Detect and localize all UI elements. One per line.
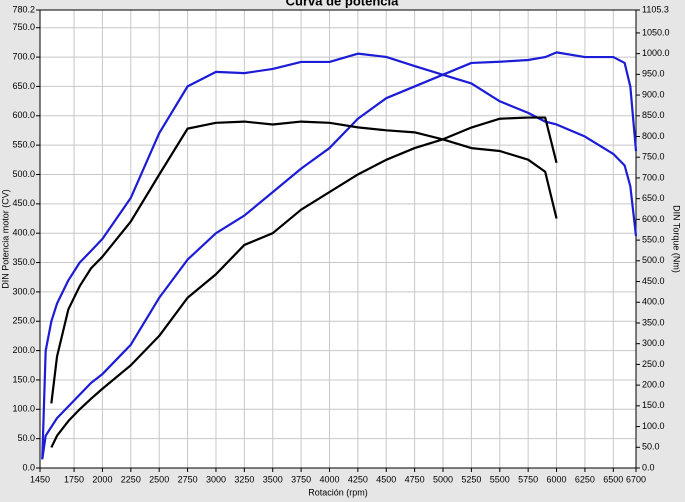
- y-tick-label: 300.0: [12, 286, 35, 296]
- y-tick-label: 100.0: [12, 404, 35, 414]
- y-tick-label: 650.0: [12, 81, 35, 91]
- y2-tick-label: 450.0: [642, 276, 665, 286]
- y2-tick-label: 400.0: [642, 297, 665, 307]
- y2-tick-label: 550.0: [642, 234, 665, 244]
- y-tick-label: 200.0: [12, 345, 35, 355]
- series-line: [41, 51, 638, 460]
- x-tick-label: 1450: [30, 474, 50, 484]
- x-tick-label: 2250: [121, 474, 141, 484]
- y2-tick-label: 250.0: [642, 359, 665, 369]
- y2-axis-label: DIN Torque (Nm): [672, 205, 682, 273]
- y2-tick-label: 800.0: [642, 131, 665, 141]
- series-line: [50, 120, 558, 404]
- series-line: [50, 116, 558, 448]
- x-tick-label: 4750: [405, 474, 425, 484]
- y-tick-label: 780.2: [12, 4, 35, 14]
- x-tick-label: 3000: [206, 474, 226, 484]
- y2-tick-label: 700.0: [642, 172, 665, 182]
- y2-tick-label: 850.0: [642, 110, 665, 120]
- x-tick-label: 2750: [178, 474, 198, 484]
- x-tick-label: 6500: [603, 474, 623, 484]
- y2-tick-label: 1000.0: [642, 48, 670, 58]
- y-tick-label: 50.0: [17, 433, 35, 443]
- y2-tick-label: 1050.0: [642, 27, 670, 37]
- x-tick-label: 5750: [518, 474, 538, 484]
- y-tick-label: 0.0: [22, 462, 35, 472]
- y2-tick-label: 350.0: [642, 317, 665, 327]
- y2-tick-label: 100.0: [642, 421, 665, 431]
- y-tick-label: 250.0: [12, 316, 35, 326]
- x-tick-label: 4250: [348, 474, 368, 484]
- y-tick-label: 450.0: [12, 198, 35, 208]
- y2-tick-label: 500.0: [642, 255, 665, 265]
- x-tick-label: 3500: [263, 474, 283, 484]
- y-axis-label: DIN Potencia motor (CV): [0, 189, 10, 289]
- x-tick-label: 3250: [234, 474, 254, 484]
- plot-area: [39, 9, 637, 469]
- y-tick-label: 350.0: [12, 257, 35, 267]
- x-tick-label: 1750: [64, 474, 84, 484]
- x-tick-label: 5500: [490, 474, 510, 484]
- y2-tick-label: 600.0: [642, 214, 665, 224]
- y-tick-label: 150.0: [12, 374, 35, 384]
- y-tick-label: 700.0: [12, 51, 35, 61]
- y-tick-label: 600.0: [12, 110, 35, 120]
- x-tick-label: 2000: [92, 474, 112, 484]
- chart-title: Curva de potencia: [286, 0, 399, 8]
- x-tick-label: 4000: [319, 474, 339, 484]
- y2-tick-label: 200.0: [642, 380, 665, 390]
- y-tick-label: 400.0: [12, 228, 35, 238]
- y2-tick-label: 300.0: [642, 338, 665, 348]
- x-tick-label: 6250: [575, 474, 595, 484]
- y-tick-label: 500.0: [12, 169, 35, 179]
- y2-tick-label: 0.0: [642, 462, 655, 472]
- y2-tick-label: 650.0: [642, 193, 665, 203]
- y2-tick-label: 1105.3: [642, 4, 669, 14]
- x-tick-label: 2500: [149, 474, 169, 484]
- y-tick-label: 550.0: [12, 140, 35, 150]
- y2-tick-label: 950.0: [642, 69, 665, 79]
- x-tick-label: 6000: [547, 474, 567, 484]
- y2-tick-label: 150.0: [642, 400, 665, 410]
- y2-tick-label: 50.0: [642, 442, 660, 452]
- x-tick-label: 5000: [433, 474, 453, 484]
- plot-frame: [39, 9, 637, 469]
- x-tick-label: 6700: [626, 474, 646, 484]
- x-tick-label: 5250: [461, 474, 481, 484]
- x-tick-label: 4500: [376, 474, 396, 484]
- x-tick-label: 3750: [291, 474, 311, 484]
- series-line: [41, 52, 638, 460]
- y2-tick-label: 750.0: [642, 152, 665, 162]
- x-axis-label: Rotación (rpm): [308, 487, 368, 497]
- y-tick-label: 750.0: [12, 22, 35, 32]
- y2-tick-label: 900.0: [642, 89, 665, 99]
